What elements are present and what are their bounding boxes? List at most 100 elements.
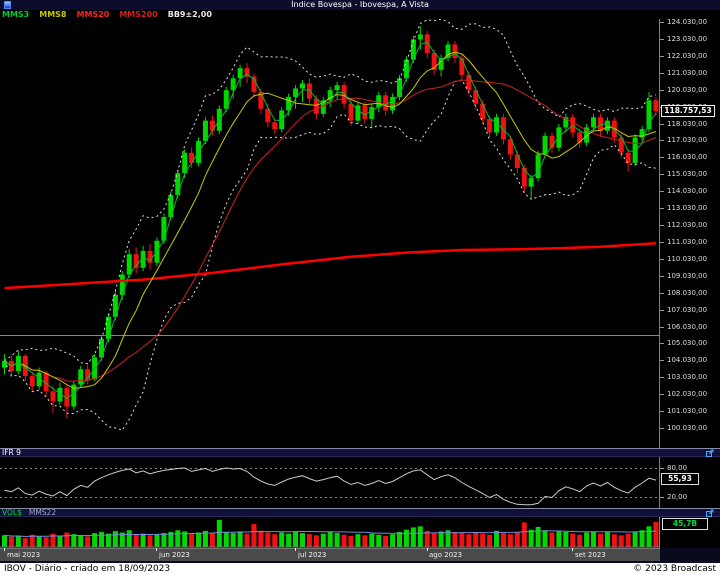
volume-plot[interactable]: [0, 517, 660, 548]
volume-bar: [258, 530, 264, 547]
volume-bar: [383, 535, 389, 547]
price-axis-tick: [660, 124, 664, 125]
candle-body: [355, 105, 361, 121]
volume-bar: [293, 531, 299, 547]
volume-bar: [320, 533, 326, 547]
price-axis-label: 124.030,00: [667, 18, 708, 26]
price-axis-tick: [660, 56, 664, 57]
app-icon[interactable]: [4, 1, 11, 9]
price-axis-tick: [660, 174, 664, 175]
volume-bar: [299, 533, 305, 547]
price-axis-tick: [660, 310, 664, 311]
volume-bar: [244, 533, 250, 547]
volume-bar: [209, 533, 215, 547]
volume-bar: [653, 521, 659, 547]
candle-body: [577, 132, 583, 143]
volume-bar: [175, 530, 181, 547]
price-axis-tick: [660, 208, 664, 209]
legend-item-mms3: MMS3: [2, 10, 30, 19]
volume-bar: [279, 532, 285, 547]
candle-body: [272, 122, 278, 130]
candle-body: [410, 39, 416, 60]
price-axis-tick: [660, 411, 664, 412]
main-price-plot[interactable]: [0, 19, 660, 448]
vol-panel-title: VOL$: [2, 508, 22, 517]
volume-bar: [556, 530, 562, 547]
candle-body: [341, 85, 347, 104]
volume-bar: [99, 531, 105, 547]
ifr-value-box: 55,93: [661, 473, 699, 485]
price-axis-tick: [660, 377, 664, 378]
candle-body: [64, 387, 70, 407]
volume-bar: [577, 534, 583, 547]
candle-body: [618, 137, 624, 153]
price-axis-label: 100.030,00: [667, 424, 708, 432]
price-axis-tick: [660, 140, 664, 141]
price-axis-label: 116.030,00: [667, 153, 708, 161]
volume-bar: [390, 534, 396, 547]
volume-bar: [230, 533, 236, 547]
candle-body: [570, 117, 576, 133]
volume-bar: [452, 531, 458, 547]
candle-body: [223, 90, 229, 109]
vol-mms22-line: [4, 530, 656, 538]
ifr-plot[interactable]: [0, 457, 660, 508]
volume-bar: [549, 532, 555, 547]
volume-bar: [182, 531, 188, 547]
price-axis-label: 101.030,00: [667, 407, 708, 415]
candle-body: [639, 129, 645, 138]
price-axis-label: 103.030,00: [667, 373, 708, 381]
candle-body: [244, 68, 250, 77]
price-axis-label: 114.030,00: [667, 187, 708, 195]
volume-bar: [611, 534, 617, 547]
candle-body: [279, 110, 285, 130]
ifr-line: [4, 467, 657, 506]
candle-body: [632, 137, 638, 163]
candle-body: [299, 83, 305, 89]
candle-body: [653, 100, 659, 112]
time-axis-month-label: set 2023: [575, 551, 606, 559]
time-axis-tick: [156, 548, 157, 551]
volume-bar: [57, 535, 63, 547]
window-title: Índice Bovespa - Ibovespa, A Vista: [291, 0, 429, 9]
price-axis-tick: [660, 22, 664, 23]
volume-bar: [528, 529, 534, 547]
candle-body: [438, 58, 444, 70]
volume-bar: [403, 529, 409, 547]
candle-body: [535, 154, 541, 179]
main-chart-panel: 124.030,00 123.030,00 122.030,00 121.030,00…: [0, 18, 720, 448]
candle-body: [175, 173, 181, 196]
status-left: IBOV - Diário - criado em 18/09/2023: [4, 564, 171, 574]
popout-icon[interactable]: [706, 449, 714, 457]
candle-body: [528, 178, 534, 187]
candle-body: [168, 195, 174, 218]
candle-body: [230, 78, 236, 91]
candle-body: [500, 117, 506, 140]
candle-body: [293, 88, 299, 97]
candle-body: [507, 139, 513, 155]
mms8-line: [4, 51, 657, 389]
time-axis-month-label: mai 2023: [7, 551, 41, 559]
candle-body: [549, 135, 555, 148]
volume-bar: [71, 534, 77, 547]
price-axis-tick: [660, 293, 664, 294]
volume-bar: [348, 535, 354, 547]
volume-bar: [22, 538, 28, 547]
candle-body: [99, 338, 105, 358]
candle-body: [71, 384, 77, 407]
volume-bar: [514, 531, 520, 547]
bollinger-upper: [4, 19, 657, 365]
candle-body: [473, 90, 479, 104]
legend-item-mms200: MMS200: [119, 10, 158, 19]
volume-axis: 45,7B: [660, 517, 720, 548]
indicator-legend: MMS3 MMS8 MMS20 MMS200 BB9±2,00: [0, 10, 720, 19]
volume-bar: [487, 534, 493, 547]
candle-body: [161, 217, 167, 241]
candle-body: [646, 100, 652, 130]
mms20-line: [4, 79, 657, 382]
volume-bar: [196, 532, 202, 547]
candle-body: [445, 44, 451, 59]
candle-body: [480, 103, 486, 119]
popout-icon[interactable]: [706, 509, 714, 517]
volume-bar: [625, 533, 631, 547]
